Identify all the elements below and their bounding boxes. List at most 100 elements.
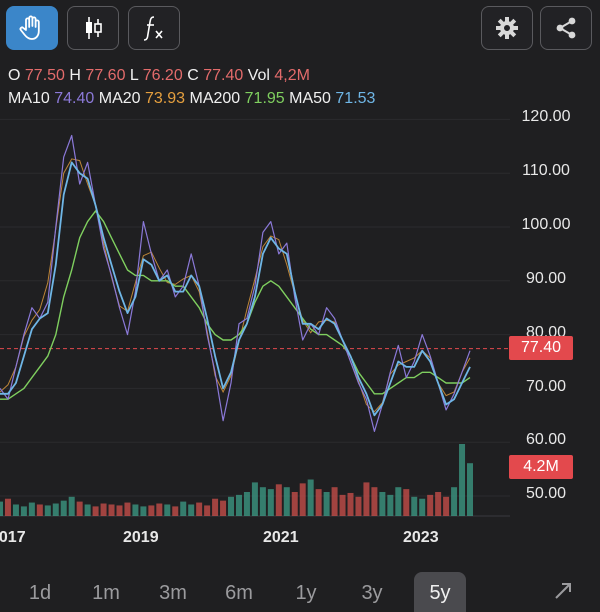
volume-bar (347, 492, 354, 516)
x-tick-label: 2023 (403, 529, 439, 546)
volume-bar (331, 487, 338, 516)
open-label: O (8, 67, 21, 84)
y-tick-label: 90.00 (525, 270, 567, 287)
range-tab-1d[interactable]: 1d (28, 582, 52, 604)
volume-bar (283, 487, 290, 516)
volume-bar (140, 506, 147, 516)
y-tick-label: 110.00 (522, 162, 570, 179)
volume-bar (427, 494, 434, 516)
volume-bar (235, 494, 242, 516)
volume-bar (220, 500, 227, 516)
ma50-label: MA50 (289, 90, 331, 107)
volume-bar (92, 506, 99, 516)
volume-bar (84, 504, 91, 516)
candlestick-tool-button[interactable] (67, 6, 119, 50)
last-volume-tag: 4.2M (509, 455, 573, 479)
y-tick-label: 60.00 (525, 431, 567, 448)
volume-bar (20, 506, 27, 516)
volume-bar (180, 501, 187, 516)
volume-bar (0, 501, 3, 516)
volume-bar (299, 483, 306, 516)
range-tab-3m[interactable]: 3m (159, 582, 187, 604)
y-tick-label: 100.00 (521, 216, 571, 233)
volume-bar (108, 504, 115, 516)
volume-bar (275, 484, 282, 516)
volume-label: Vol (247, 67, 270, 84)
range-tab-5y[interactable]: 5y (414, 572, 466, 612)
volume-bar (196, 502, 203, 516)
volume-bar (251, 482, 258, 516)
last-price-tag: 77.40 (509, 336, 573, 360)
range-tab-1y[interactable]: 1y (295, 582, 317, 604)
low-value: 76.20 (142, 67, 183, 84)
volume-bar (395, 487, 402, 516)
volume-bar (467, 463, 473, 516)
volume-bar (435, 492, 442, 516)
high-label: H (69, 67, 81, 84)
function-icon (143, 16, 163, 41)
volume-bar (100, 503, 107, 516)
volume-bar (403, 489, 410, 516)
volume-bar (52, 503, 59, 516)
volume-bar (228, 496, 235, 516)
volume-bar (379, 492, 386, 516)
volume-bar (60, 500, 67, 516)
ma20-label: MA20 (98, 90, 141, 107)
y-tick-label: 120.00 (521, 108, 571, 125)
volume-bar (267, 489, 274, 516)
volume-bar (116, 505, 123, 516)
volume-bar (315, 489, 322, 516)
indicators-tool-button[interactable] (128, 6, 180, 50)
range-tab-6m[interactable]: 6m (225, 582, 253, 604)
volume-bar (4, 498, 11, 516)
ma200-line (0, 210, 471, 400)
range-tab-3y[interactable]: 3y (361, 582, 383, 604)
volume-bar (459, 444, 466, 516)
price-line (0, 134, 471, 432)
volume-bar (387, 494, 394, 516)
volume-bar (132, 504, 139, 516)
volume-bar (164, 504, 171, 516)
volume-bar (156, 503, 163, 516)
volume-bar (12, 504, 19, 516)
gear-icon (496, 17, 518, 39)
ma50-line (0, 161, 471, 417)
share-button[interactable] (540, 6, 592, 50)
volume-bar (443, 496, 450, 516)
volume-bar (124, 502, 131, 516)
ohlc-readout: O 77.50 H 77.60 L 76.20 C 77.40 Vol 4,2M (8, 67, 310, 85)
volume-bar (355, 496, 362, 516)
ma20-line (0, 158, 471, 413)
volume-bar (172, 506, 179, 516)
volume-value: 4,2M (274, 67, 310, 84)
share-icon (556, 17, 576, 39)
ma200-label: MA200 (189, 90, 241, 107)
volume-bar (212, 498, 219, 516)
volume-bars (0, 444, 473, 516)
volume-bar (148, 505, 155, 516)
x-tick-label: 2019 (123, 529, 159, 546)
settings-button[interactable] (481, 6, 533, 50)
volume-bar (68, 496, 75, 516)
x-tick-label: 2021 (263, 529, 299, 546)
volume-bar (371, 487, 378, 516)
volume-bar (307, 479, 314, 516)
volume-bar (411, 496, 418, 516)
volume-bar (363, 482, 370, 516)
ma10-value: 74.40 (54, 90, 95, 107)
x-tick-label: 2017 (0, 529, 26, 546)
y-tick-label: 50.00 (525, 485, 567, 502)
candlestick-icon (86, 17, 102, 39)
ma200-value: 71.95 (244, 90, 285, 107)
volume-bar (76, 501, 83, 516)
volume-bar (36, 504, 43, 516)
range-tab-1m[interactable]: 1m (92, 582, 120, 604)
volume-bar (291, 492, 298, 516)
volume-bar (44, 505, 51, 516)
volume-bar (204, 505, 211, 516)
hand-tool-button[interactable] (6, 6, 58, 50)
chart-grid (0, 118, 510, 517)
hand-icon (19, 15, 40, 40)
expand-icon[interactable] (548, 580, 574, 605)
